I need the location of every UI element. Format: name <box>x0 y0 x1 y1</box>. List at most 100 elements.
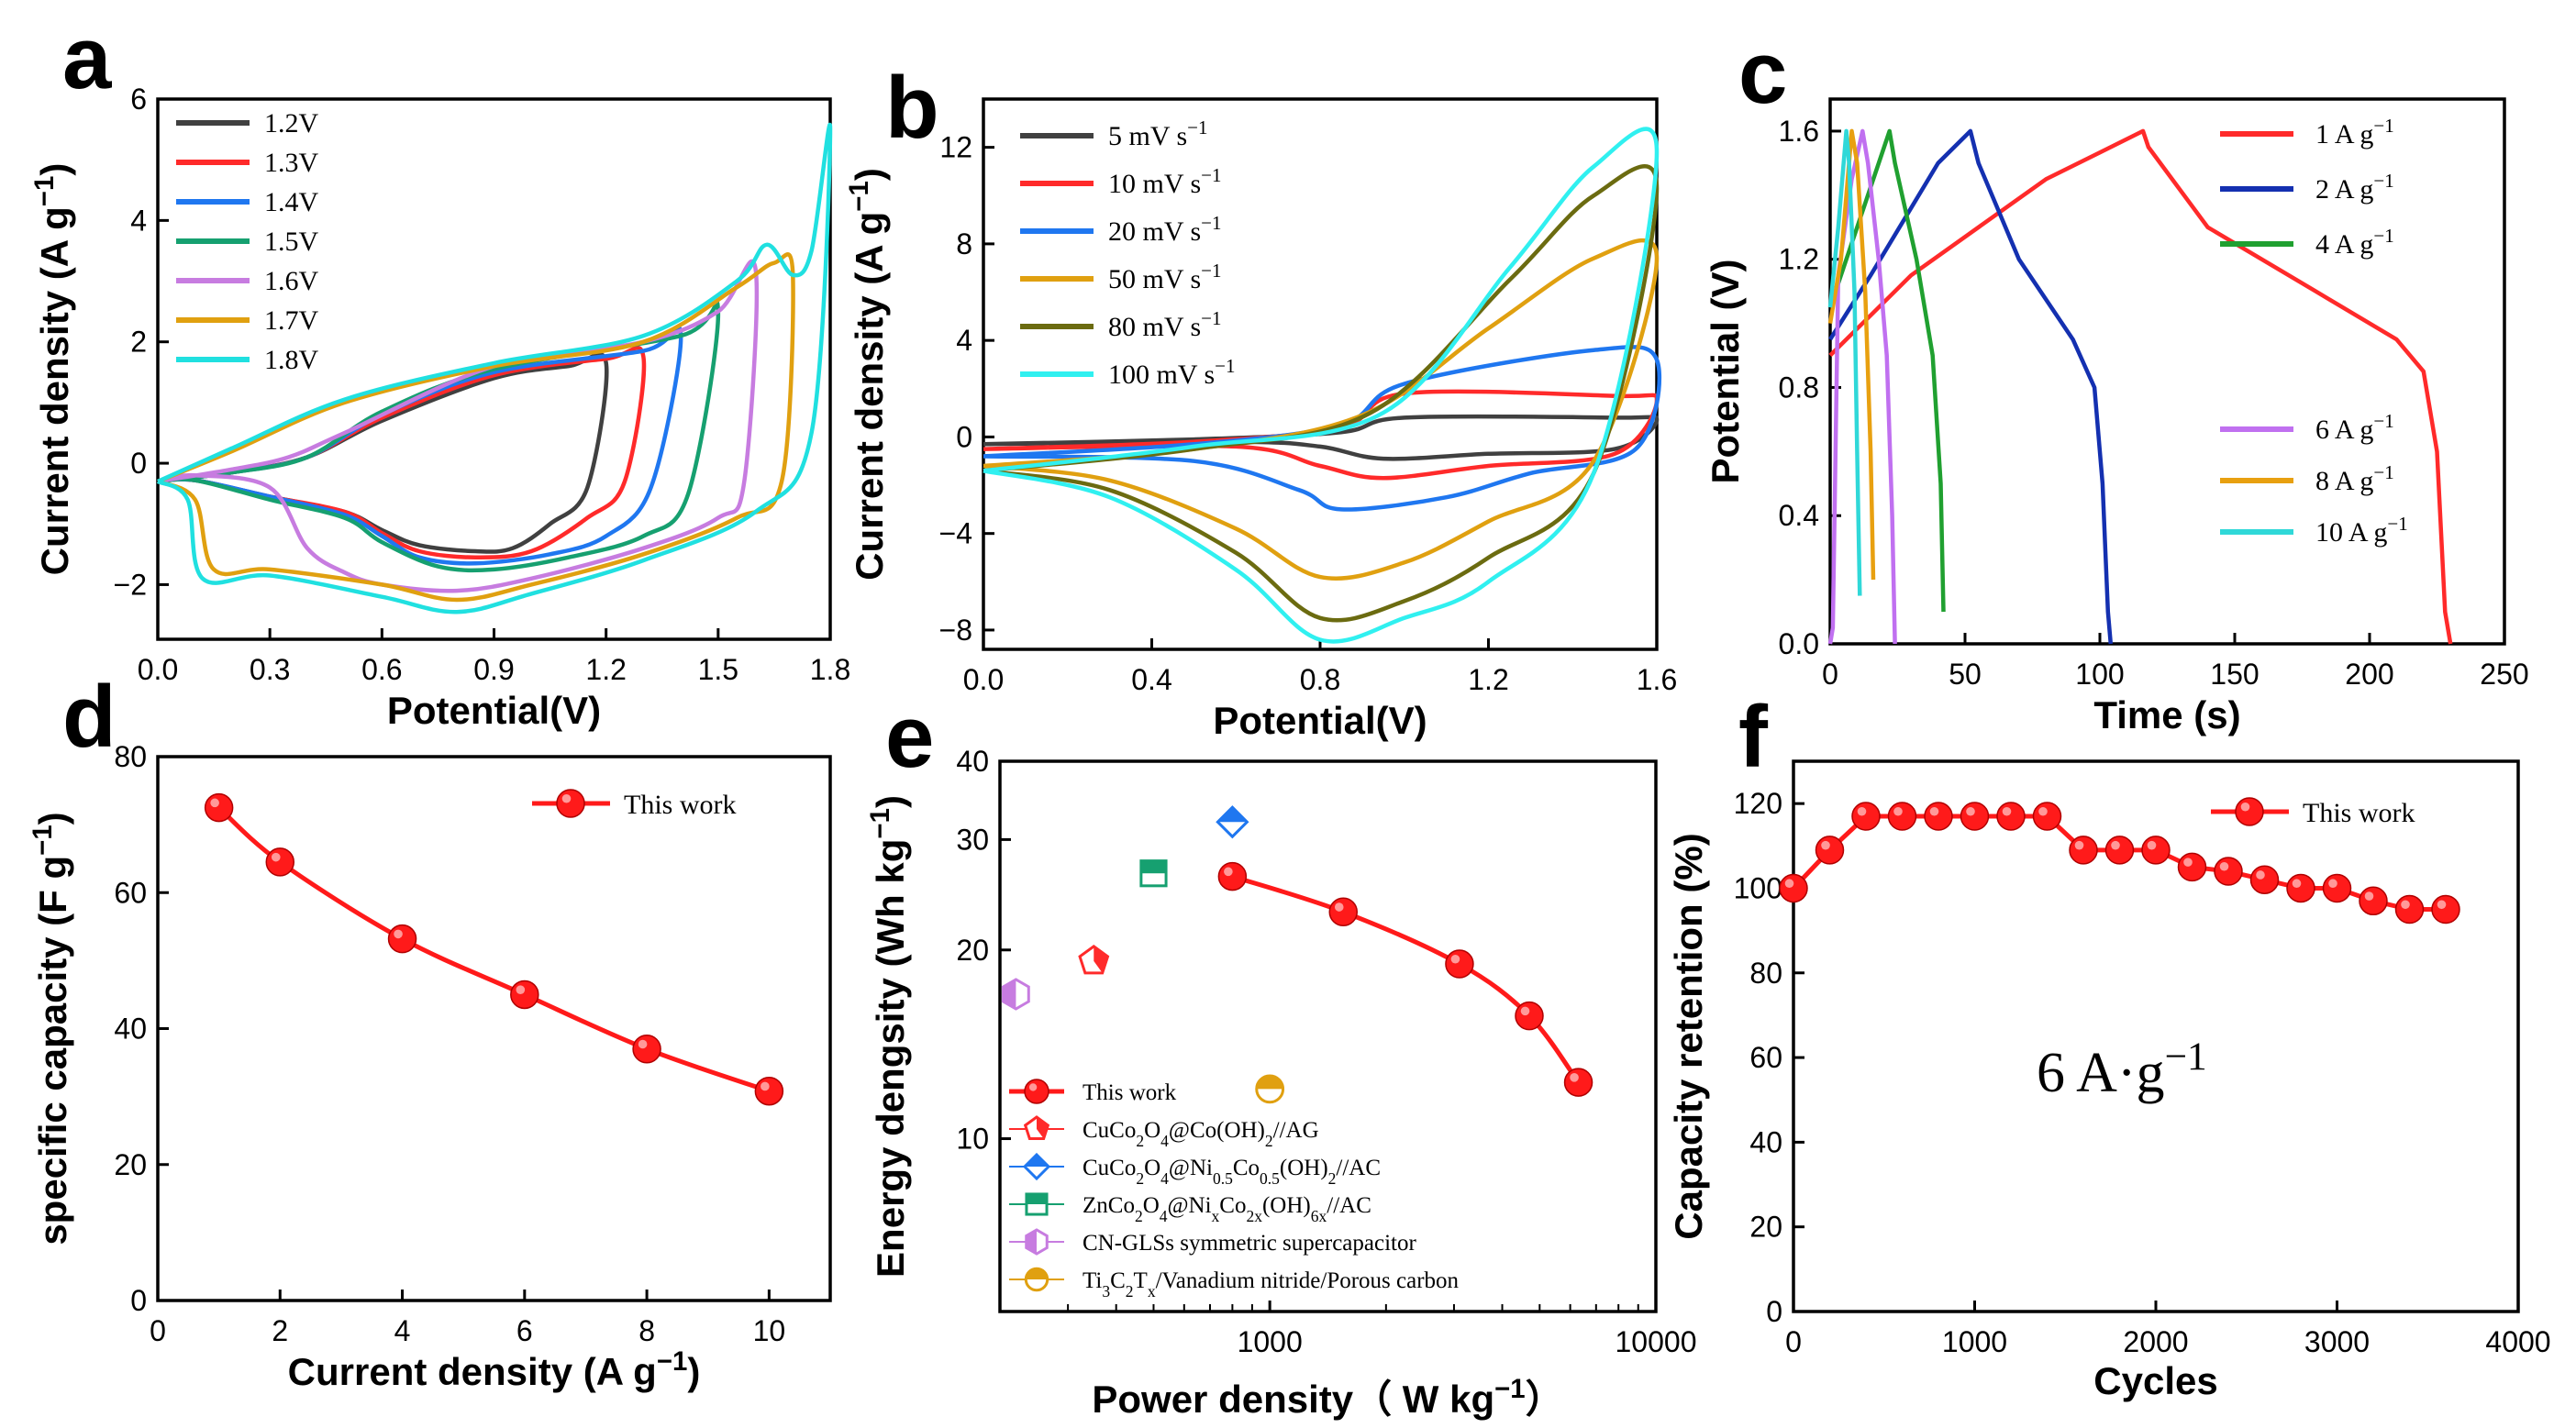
y-tick-label: 20 <box>956 934 989 967</box>
x-tick-label: 50 <box>1949 658 1982 691</box>
legend-label: 10 mV s−1 <box>1108 164 1221 199</box>
x-tick-label: 0.4 <box>1131 663 1171 696</box>
legend-label: This work <box>2303 798 2415 828</box>
retention-marker <box>2286 873 2315 903</box>
legend-label: Ti3C2Tx/Vanadium nitride/Porous carbon <box>1083 1268 1460 1301</box>
y-tick-label: 4 <box>956 324 972 357</box>
legend-label: 20 mV s−1 <box>1108 212 1221 247</box>
retention-marker-highlight <box>2002 806 2012 816</box>
y-tick-label: 8 <box>956 227 972 260</box>
retention-marker <box>2394 894 2425 924</box>
legend-label: This work <box>1083 1080 1177 1105</box>
y-tick-label: 40 <box>114 1013 147 1046</box>
legend-label: 1.8V <box>264 345 319 375</box>
y-axis-label: Current density (A g−1) <box>844 168 892 581</box>
x-tick-label: 4 <box>394 1314 411 1347</box>
gcd-curve-1-A-g-1 <box>1828 128 2453 645</box>
legend-marker-2-fill <box>1025 1155 1049 1167</box>
y-tick-label: 100 <box>1734 871 1782 904</box>
retention-marker-highlight <box>2437 900 2447 910</box>
x-axis-label: Time (s) <box>2093 693 2240 736</box>
y-tick-label: 20 <box>1749 1211 1782 1244</box>
x-tick-label: 0 <box>150 1314 166 1347</box>
plot-frame <box>156 755 832 1302</box>
retention-marker-highlight <box>2364 891 2374 901</box>
x-tick-label: 1000 <box>1942 1325 2007 1358</box>
y-tick-label: 2 <box>130 326 147 359</box>
y-axis-label: Capacity retention (%) <box>1667 833 1710 1239</box>
panel-label-d: d <box>62 668 117 766</box>
x-tick-label: 6 <box>516 1314 533 1347</box>
y-tick-label: 12 <box>939 131 972 164</box>
y-tick-label: 40 <box>1749 1125 1782 1158</box>
x-axis-label: Current density (A g−1) <box>288 1346 701 1394</box>
retention-marker <box>1815 836 1845 865</box>
ref-marker-3-fill <box>1140 860 1167 874</box>
capacity-line <box>217 805 771 1094</box>
panel-label-f: f <box>1738 688 1769 786</box>
legend-marker-5-fill <box>1026 1268 1048 1279</box>
y-tick-label: 10 <box>956 1123 989 1156</box>
legend-marker <box>556 789 585 818</box>
retention-marker <box>2359 886 2388 916</box>
ragone-marker-highlight <box>1570 1073 1579 1082</box>
legend-label: 1 A g−1 <box>2315 115 2394 149</box>
cv-curve-50-mV-s-1 <box>983 238 1660 581</box>
capacity-marker-highlight <box>761 1081 770 1091</box>
legend-label: CuCo2O4@Co(OH)2//AG <box>1083 1118 1319 1150</box>
y-tick-label: 6 <box>130 83 147 116</box>
retention-marker <box>1924 802 1953 831</box>
panel-d: 0 2 4 6 8 10 80 60 40 20 0 Current density (A g−1) s… <box>28 668 832 1394</box>
panel-c: 0 50 100 150 200 250 0.0 0.4 0.8 1.2 1.6 Time (s) Po… <box>1704 24 2529 736</box>
y-axis-label: specific capacity (F g−1) <box>28 812 75 1245</box>
retention-marker-highlight <box>1893 806 1903 816</box>
retention-marker <box>2141 836 2171 865</box>
legend-label: This work <box>624 790 737 820</box>
retention-marker-highlight <box>1784 879 1794 889</box>
y-tick-label: 80 <box>114 740 147 773</box>
retention-marker-highlight <box>1821 840 1830 850</box>
legend-label: 6 A g−1 <box>2315 410 2394 445</box>
legend-label: 1.3V <box>264 148 319 178</box>
retention-marker-highlight <box>2401 900 2410 910</box>
x-tick-label: 1.2 <box>585 653 626 686</box>
legend-marker-highlight <box>2240 802 2250 812</box>
legend-label: 1.6V <box>264 266 319 296</box>
y-tick-label: 1.2 <box>1779 243 1819 276</box>
y-tick-label: 0 <box>130 447 147 480</box>
retention-marker <box>2177 852 2207 882</box>
cv-curve-1.7V <box>157 252 795 603</box>
x-tick-label: 200 <box>2345 658 2393 691</box>
x-tick-label: 1.8 <box>810 653 850 686</box>
legend-label: 1.2V <box>264 108 319 138</box>
legend-marker-highlight <box>1028 1083 1038 1091</box>
y-tick-label: 60 <box>1749 1041 1782 1074</box>
legend-label: 1.4V <box>264 187 319 217</box>
retention-marker <box>1779 873 1808 903</box>
ragone-marker-highlight <box>1450 954 1460 964</box>
retention-marker-highlight <box>1929 806 1939 816</box>
legend-label: CuCo2O4@Ni0.5Co0.5(OH)2//AC <box>1083 1156 1381 1188</box>
capacity-marker <box>632 1034 661 1064</box>
retention-marker-highlight <box>1857 806 1867 816</box>
x-tick-label: 0.0 <box>963 663 1004 696</box>
x-axis-label: Power density（ W kg−1） <box>1092 1374 1563 1422</box>
retention-marker-highlight <box>2328 879 2337 889</box>
x-axis-label: Potential(V) <box>387 689 601 732</box>
capacity-marker <box>510 980 539 1010</box>
ragone-marker-highlight <box>1520 1006 1530 1016</box>
retention-marker <box>2249 865 2280 894</box>
x-tick-label: 2000 <box>2123 1325 2188 1358</box>
retention-marker <box>1887 802 1917 831</box>
legend-marker-1-fill <box>1037 1117 1049 1139</box>
ragone-marker-highlight <box>1334 902 1344 912</box>
x-tick-label: 1.5 <box>698 653 738 686</box>
x-tick-label: 4000 <box>2485 1325 2550 1358</box>
y-tick-label: 20 <box>114 1148 147 1181</box>
gcd-curve-2-A-g-1 <box>1828 128 2114 645</box>
ref-marker-2-fill <box>1217 807 1248 823</box>
gcd-curve-10-A-g-1 <box>1827 128 1862 596</box>
ragone-marker <box>1563 1068 1593 1097</box>
cv-curve-1.8V <box>156 123 833 614</box>
